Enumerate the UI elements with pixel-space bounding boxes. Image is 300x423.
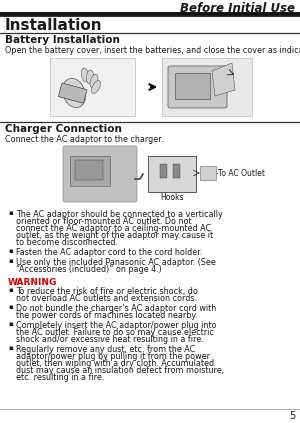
Text: ▪: ▪ — [8, 321, 13, 327]
Bar — [162, 58, 252, 116]
Text: adaptor/power plug by pulling it from the power: adaptor/power plug by pulling it from th… — [16, 352, 210, 361]
Ellipse shape — [62, 78, 86, 107]
FancyBboxPatch shape — [63, 146, 137, 202]
Polygon shape — [212, 63, 235, 96]
Ellipse shape — [81, 68, 89, 82]
Text: etc. resulting in a fire.: etc. resulting in a fire. — [16, 373, 104, 382]
Text: ▪: ▪ — [8, 287, 13, 293]
Text: Do not bundle the charger’s AC adaptor cord with: Do not bundle the charger’s AC adaptor c… — [16, 304, 216, 313]
Text: WARNING: WARNING — [8, 278, 57, 287]
Bar — [175, 73, 210, 99]
Text: Use only the included Panasonic AC adaptor. (See: Use only the included Panasonic AC adapt… — [16, 258, 216, 267]
Text: ▪: ▪ — [8, 258, 13, 264]
FancyBboxPatch shape — [168, 66, 227, 108]
Text: Fasten the AC adaptor cord to the cord holder.: Fasten the AC adaptor cord to the cord h… — [16, 248, 202, 257]
Text: outlet, then wiping with a dry cloth. Accumulated: outlet, then wiping with a dry cloth. Ac… — [16, 359, 214, 368]
Text: outlet, as the weight of the adaptor may cause it: outlet, as the weight of the adaptor may… — [16, 231, 213, 240]
Bar — [70, 156, 110, 186]
Text: Battery Installation: Battery Installation — [5, 35, 120, 45]
Text: The AC adaptor should be connected to a vertically: The AC adaptor should be connected to a … — [16, 210, 223, 219]
Text: Connect the AC adaptor to the charger.: Connect the AC adaptor to the charger. — [5, 135, 164, 144]
Text: ▪: ▪ — [8, 304, 13, 310]
Text: Before Initial Use: Before Initial Use — [180, 2, 295, 15]
Text: connect the AC adaptor to a ceiling-mounted AC: connect the AC adaptor to a ceiling-moun… — [16, 224, 211, 233]
Bar — [75, 160, 103, 180]
Ellipse shape — [90, 74, 98, 88]
Text: Completely insert the AC adaptor/power plug into: Completely insert the AC adaptor/power p… — [16, 321, 217, 330]
Text: not overload AC outlets and extension cords.: not overload AC outlets and extension co… — [16, 294, 197, 303]
Text: Regularly remove any dust, etc. from the AC: Regularly remove any dust, etc. from the… — [16, 345, 195, 354]
Text: Installation: Installation — [5, 18, 103, 33]
Text: ▪: ▪ — [8, 345, 13, 351]
Bar — [160, 164, 167, 178]
Text: ▪: ▪ — [8, 210, 13, 216]
Text: the power cords of machines located nearby.: the power cords of machines located near… — [16, 311, 197, 320]
Text: oriented or floor-mounted AC outlet. Do not: oriented or floor-mounted AC outlet. Do … — [16, 217, 192, 226]
Bar — [148, 156, 196, 192]
Text: “Accessories (included)” on page 4.): “Accessories (included)” on page 4.) — [16, 265, 162, 274]
Text: ▪: ▪ — [8, 248, 13, 254]
Text: 5: 5 — [289, 411, 295, 421]
Bar — [200, 166, 216, 180]
Text: Open the battery cover, insert the batteries, and close the cover as indicated b: Open the battery cover, insert the batte… — [5, 46, 300, 55]
Ellipse shape — [86, 70, 94, 84]
Bar — [58, 83, 87, 103]
Text: to become disconnected.: to become disconnected. — [16, 238, 118, 247]
Text: To reduce the risk of fire or electric shock, do: To reduce the risk of fire or electric s… — [16, 287, 198, 296]
Text: dust may cause an insulation defect from moisture,: dust may cause an insulation defect from… — [16, 366, 224, 375]
Bar — [173, 164, 180, 178]
Text: shock and/or excessive heat resulting in a fire.: shock and/or excessive heat resulting in… — [16, 335, 204, 344]
Text: Charger Connection: Charger Connection — [5, 124, 122, 134]
Bar — [50, 58, 135, 116]
Ellipse shape — [92, 81, 100, 93]
Text: Hooks: Hooks — [160, 193, 184, 202]
Text: To AC Outlet: To AC Outlet — [218, 168, 265, 178]
Text: the AC outlet. Failure to do so may cause electric: the AC outlet. Failure to do so may caus… — [16, 328, 214, 337]
